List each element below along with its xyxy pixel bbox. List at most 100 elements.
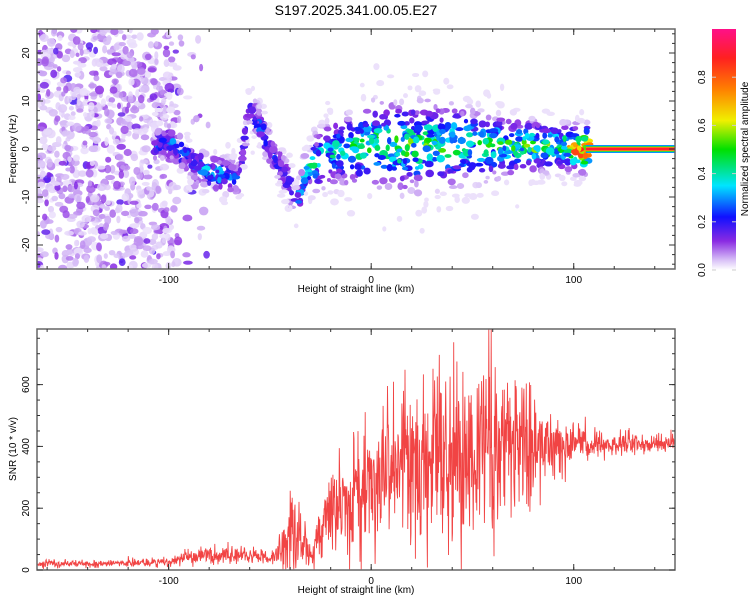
heatmap-cell bbox=[580, 160, 589, 165]
heatmap-cell bbox=[48, 109, 58, 117]
heatmap-cell bbox=[113, 43, 120, 51]
heatmap-cell bbox=[413, 189, 423, 197]
heatmap-cell bbox=[452, 114, 461, 119]
heatmap-cell bbox=[128, 29, 133, 34]
heatmap-cell bbox=[359, 82, 365, 88]
heatmap-cell bbox=[61, 130, 68, 137]
heatmap-cell bbox=[123, 148, 132, 157]
heatmap-cell bbox=[182, 214, 193, 222]
heatmap-cell bbox=[144, 53, 152, 61]
heatmap-cell bbox=[456, 183, 465, 189]
heatmap-cell bbox=[158, 137, 167, 143]
heatmap-cell bbox=[578, 168, 587, 176]
heatmap-cell bbox=[65, 167, 72, 172]
heatmap-cell bbox=[414, 166, 420, 170]
heatmap-cell bbox=[376, 80, 385, 87]
heatmap-cell bbox=[106, 49, 113, 55]
heatmap-cell bbox=[513, 158, 522, 164]
heatmap-cell bbox=[143, 238, 151, 244]
heatmap-cell bbox=[327, 190, 334, 195]
heatmap-cell bbox=[239, 149, 247, 156]
heatmap-cell bbox=[188, 186, 193, 193]
heatmap-cell bbox=[550, 127, 559, 135]
heatmap-cell bbox=[39, 170, 46, 178]
heatmap-cell bbox=[281, 166, 289, 173]
heatmap-cell bbox=[379, 177, 388, 185]
heatmap-cell bbox=[559, 119, 568, 126]
heatmap-cell bbox=[83, 254, 90, 263]
heatmap-cell bbox=[39, 105, 48, 111]
heatmap-cell bbox=[252, 98, 258, 104]
heatmap-cell bbox=[450, 122, 458, 130]
heatmap-cell bbox=[190, 174, 198, 181]
heatmap-cell bbox=[466, 132, 474, 138]
heatmap-cell bbox=[343, 179, 349, 186]
heatmap-cell bbox=[106, 144, 116, 154]
heatmap-cell bbox=[129, 208, 139, 218]
heatmap-cell bbox=[82, 49, 90, 55]
heatmap-cell bbox=[122, 45, 129, 55]
y-tick-label: 200 bbox=[21, 499, 32, 516]
heatmap-cell bbox=[547, 133, 553, 138]
heatmap-cell bbox=[172, 157, 181, 165]
heatmap-cell bbox=[424, 197, 429, 202]
heatmap-cell bbox=[256, 131, 266, 137]
heatmap-cell bbox=[99, 233, 109, 240]
heatmap-cell bbox=[141, 181, 150, 186]
heatmap-cell bbox=[478, 168, 486, 173]
heatmap-cell bbox=[154, 51, 159, 60]
heatmap-cell bbox=[431, 140, 438, 146]
heatmap-cell bbox=[482, 138, 490, 145]
heatmap-cell bbox=[129, 200, 139, 205]
heatmap-cell bbox=[108, 127, 115, 135]
heatmap-cell bbox=[373, 63, 380, 71]
heatmap-cell bbox=[386, 164, 393, 172]
heatmap-cell bbox=[241, 127, 248, 135]
heatmap-cell bbox=[154, 58, 159, 65]
heatmap-cell bbox=[489, 128, 499, 133]
heatmap-cell bbox=[172, 184, 182, 191]
heatmap-cell bbox=[87, 227, 92, 235]
heatmap-cell bbox=[564, 158, 572, 166]
heatmap-cell bbox=[277, 171, 283, 176]
heatmap-cell bbox=[54, 115, 61, 122]
heatmap-cell bbox=[200, 181, 209, 188]
heatmap-cell bbox=[293, 223, 299, 229]
heatmap-cell bbox=[98, 213, 106, 219]
heatmap-cell bbox=[154, 107, 163, 113]
heatmap-cell bbox=[201, 150, 210, 158]
heatmap-cell bbox=[539, 172, 546, 180]
heatmap-cell bbox=[542, 139, 550, 145]
heatmap-cell bbox=[130, 153, 139, 162]
heatmap-cell bbox=[142, 245, 152, 252]
heatmap-cell bbox=[374, 138, 380, 145]
heatmap-cell bbox=[156, 253, 161, 260]
heatmap-cell bbox=[351, 178, 358, 183]
heatmap-cell bbox=[141, 262, 152, 269]
heatmap-cell bbox=[317, 123, 326, 128]
heatmap-cell bbox=[86, 184, 96, 194]
heatmap-cell bbox=[41, 143, 49, 151]
heatmap-cell bbox=[319, 174, 326, 179]
heatmap-cell bbox=[162, 48, 171, 58]
heatmap-cell bbox=[485, 175, 490, 180]
heatmap-cell bbox=[61, 91, 66, 97]
heatmap-cell bbox=[162, 106, 168, 115]
heatmap-cell bbox=[37, 198, 45, 204]
heatmap-cell bbox=[503, 179, 510, 186]
heatmap-cell bbox=[113, 180, 121, 190]
heatmap-cell bbox=[123, 169, 130, 178]
heatmap-cell bbox=[186, 158, 193, 164]
heatmap-cell bbox=[435, 145, 442, 150]
heatmap-cell bbox=[147, 32, 156, 38]
heatmap-cell bbox=[205, 121, 211, 129]
heatmap-cell bbox=[96, 119, 101, 127]
heatmap-cell bbox=[89, 160, 95, 167]
heatmap-cell bbox=[399, 175, 405, 182]
colorbar-gradient bbox=[712, 29, 736, 270]
heatmap-cell bbox=[346, 123, 353, 131]
heatmap-cell bbox=[136, 67, 146, 75]
y-tick-label: -20 bbox=[21, 237, 32, 252]
colorbar-tick-label: 0.2 bbox=[697, 214, 708, 228]
heatmap-cell bbox=[511, 145, 516, 152]
